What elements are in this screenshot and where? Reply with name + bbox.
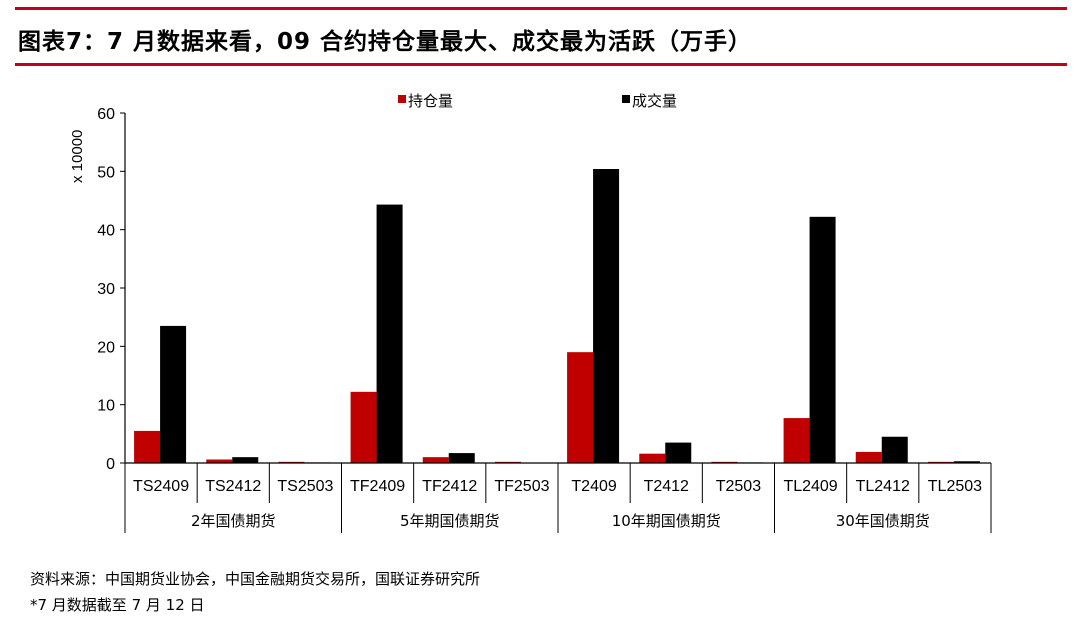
bar-open-interest-T2409 <box>567 352 594 463</box>
bar-open-interest-TS2409 <box>134 430 161 463</box>
bar-open-interest-T2412 <box>639 453 666 463</box>
x-tick-label: TL2412 <box>856 478 910 495</box>
chart-title: 图表7：7 月数据来看，09 合约持仓量最大、成交最为活跃（万手） <box>18 29 753 55</box>
x-tick-label: T2409 <box>571 478 616 495</box>
y-tick-label: 40 <box>97 223 115 240</box>
group-label: 10年期国债期货 <box>612 512 721 530</box>
y-tick-label: 0 <box>106 456 115 473</box>
y-axis-unit: x 10000 <box>69 130 86 183</box>
legend-label: 成交量 <box>632 92 677 110</box>
title-rule <box>15 63 1067 66</box>
y-tick-label: 10 <box>97 398 115 415</box>
source-note: 资料来源：中国期货业协会，中国金融期货交易所，国联证券研究所 <box>30 570 481 588</box>
bar-volume-TL2409 <box>809 216 836 463</box>
bar-volume-TS2409 <box>160 325 187 463</box>
bar-volume-T2412 <box>665 442 692 463</box>
bar-volume-T2409 <box>593 169 620 463</box>
x-tick-label: TF2412 <box>422 478 477 495</box>
x-tick-label: TL2409 <box>783 478 837 495</box>
x-tick-label: TF2409 <box>350 478 405 495</box>
group-label: 2年国债期货 <box>191 512 276 530</box>
legend-swatch <box>398 95 406 103</box>
bar-volume-TL2412 <box>881 436 908 463</box>
x-tick-label: TS2412 <box>205 478 261 495</box>
y-tick-label: 30 <box>97 281 115 298</box>
x-tick-label: TF2503 <box>494 478 549 495</box>
bar-volume-TL2503 <box>953 461 980 463</box>
bar-volume-TS2412 <box>232 457 259 463</box>
top-rule <box>15 7 1067 10</box>
bar-volume-TF2412 <box>448 453 475 463</box>
bar-open-interest-TL2409 <box>783 418 810 463</box>
group-label: 30年国债期货 <box>836 512 930 530</box>
bar-volume-TF2409 <box>376 204 403 464</box>
bar-open-interest-TL2412 <box>855 451 882 463</box>
x-tick-label: TL2503 <box>928 478 982 495</box>
x-tick-label: T2412 <box>644 478 689 495</box>
y-tick-label: 60 <box>97 106 115 123</box>
date-note: *7 月数据截至 7 月 12 日 <box>30 596 205 614</box>
x-tick-label: TS2409 <box>133 478 189 495</box>
bar-open-interest-TS2412 <box>206 459 233 463</box>
legend-label: 持仓量 <box>408 92 453 110</box>
legend-swatch <box>622 95 630 103</box>
x-tick-label: TS2503 <box>277 478 333 495</box>
bar-open-interest-TF2409 <box>350 391 377 463</box>
x-tick-label: T2503 <box>716 478 761 495</box>
y-tick-label: 20 <box>97 339 115 356</box>
y-tick-label: 50 <box>97 164 115 181</box>
bar-open-interest-TF2412 <box>422 457 449 463</box>
group-label: 5年期国债期货 <box>400 512 500 530</box>
